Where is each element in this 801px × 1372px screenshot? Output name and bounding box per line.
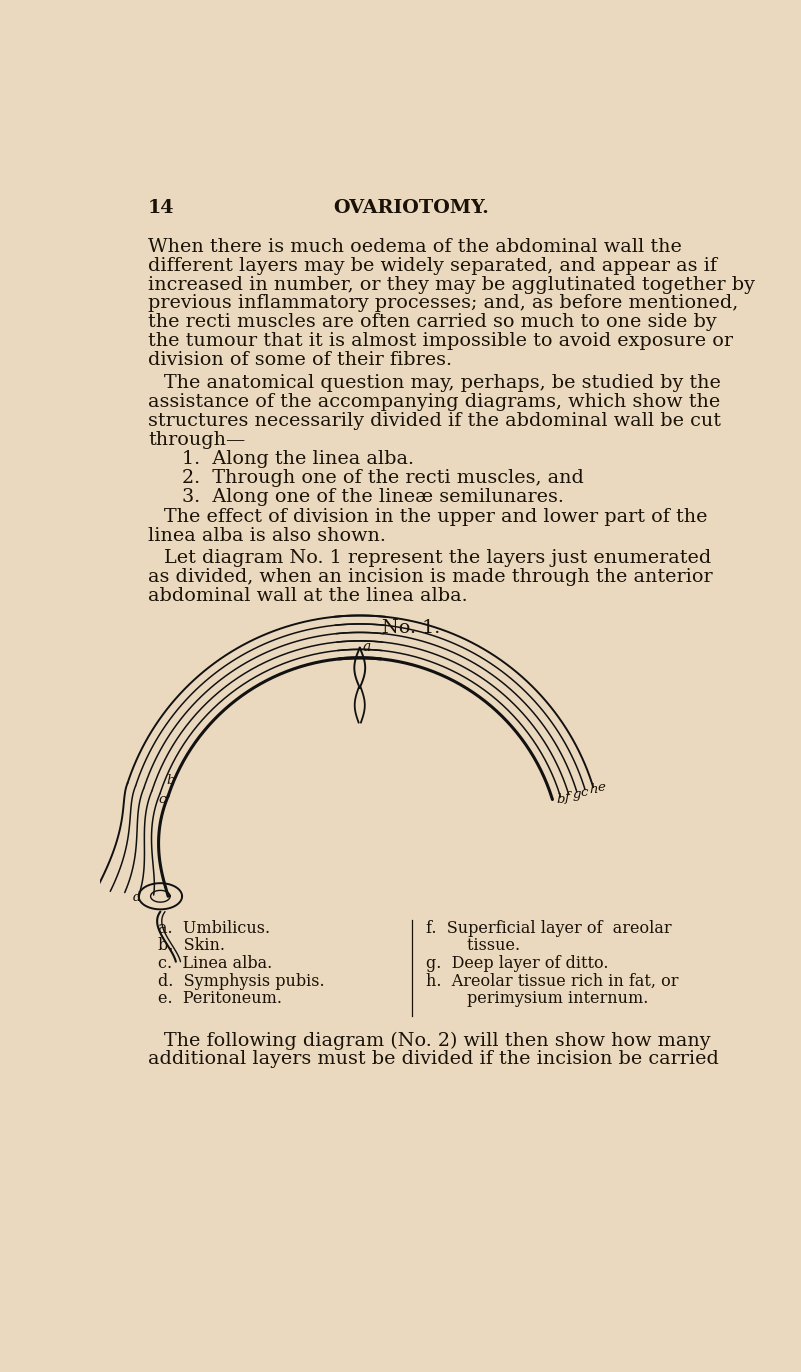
Text: tissue.: tissue. — [425, 937, 520, 955]
Text: a: a — [363, 641, 371, 654]
Text: 1.  Along the linea alba.: 1. Along the linea alba. — [182, 450, 413, 468]
Text: f.  Superficial layer of  areolar: f. Superficial layer of areolar — [425, 919, 671, 937]
Text: previous inflammatory processes; and, as before mentioned,: previous inflammatory processes; and, as… — [148, 295, 739, 313]
Text: The effect of division in the upper and lower part of the: The effect of division in the upper and … — [163, 508, 707, 525]
Text: h.  Areolar tissue rich in fat, or: h. Areolar tissue rich in fat, or — [425, 973, 678, 989]
Text: 14: 14 — [148, 199, 175, 217]
Text: d.  Symphysis pubis.: d. Symphysis pubis. — [159, 973, 325, 989]
Text: Let diagram No. 1 represent the layers just enumerated: Let diagram No. 1 represent the layers j… — [163, 549, 711, 567]
Text: c.  Linea alba.: c. Linea alba. — [159, 955, 272, 971]
Text: abdominal wall at the linea alba.: abdominal wall at the linea alba. — [148, 587, 468, 605]
Text: c: c — [581, 786, 588, 799]
Text: No. 1.: No. 1. — [382, 619, 440, 638]
Text: The following diagram (No. 2) will then show how many: The following diagram (No. 2) will then … — [163, 1032, 710, 1050]
Text: d: d — [132, 892, 141, 904]
Text: When there is much oedema of the abdominal wall the: When there is much oedema of the abdomin… — [148, 237, 682, 255]
Text: different layers may be widely separated, and appear as if: different layers may be widely separated… — [148, 257, 717, 274]
Text: the tumour that it is almost impossible to avoid exposure or: the tumour that it is almost impossible … — [148, 332, 733, 350]
Text: perimysium internum.: perimysium internum. — [425, 991, 648, 1007]
Text: the recti muscles are often carried so much to one side by: the recti muscles are often carried so m… — [148, 313, 717, 331]
Text: additional layers must be divided if the incision be carried: additional layers must be divided if the… — [148, 1050, 719, 1069]
Text: a.  Umbilicus.: a. Umbilicus. — [159, 919, 271, 937]
Text: linea alba is also shown.: linea alba is also shown. — [148, 527, 386, 545]
Text: through—: through— — [148, 431, 245, 449]
Text: b: b — [557, 793, 565, 805]
Text: g: g — [573, 788, 581, 801]
Text: c: c — [158, 793, 166, 807]
Text: b.  Skin.: b. Skin. — [159, 937, 225, 955]
Text: assistance of the accompanying diagrams, which show the: assistance of the accompanying diagrams,… — [148, 394, 720, 412]
Text: increased in number, or they may be agglutinated together by: increased in number, or they may be aggl… — [148, 276, 755, 294]
Text: f: f — [565, 790, 570, 804]
Text: 3.  Along one of the lineæ semilunares.: 3. Along one of the lineæ semilunares. — [182, 487, 563, 506]
Text: 2.  Through one of the recti muscles, and: 2. Through one of the recti muscles, and — [182, 469, 583, 487]
Text: e.  Peritoneum.: e. Peritoneum. — [159, 991, 282, 1007]
Text: b: b — [167, 774, 175, 788]
Text: as divided, when an incision is made through the anterior: as divided, when an incision is made thr… — [148, 568, 713, 586]
Text: e: e — [597, 781, 605, 793]
Text: g.  Deep layer of ditto.: g. Deep layer of ditto. — [425, 955, 608, 971]
Text: h: h — [589, 783, 598, 796]
Text: structures necessarily divided if the abdominal wall be cut: structures necessarily divided if the ab… — [148, 412, 721, 431]
Text: The anatomical question may, perhaps, be studied by the: The anatomical question may, perhaps, be… — [163, 375, 721, 392]
Text: division of some of their fibres.: division of some of their fibres. — [148, 351, 453, 369]
Text: OVARIOTOMY.: OVARIOTOMY. — [333, 199, 489, 217]
